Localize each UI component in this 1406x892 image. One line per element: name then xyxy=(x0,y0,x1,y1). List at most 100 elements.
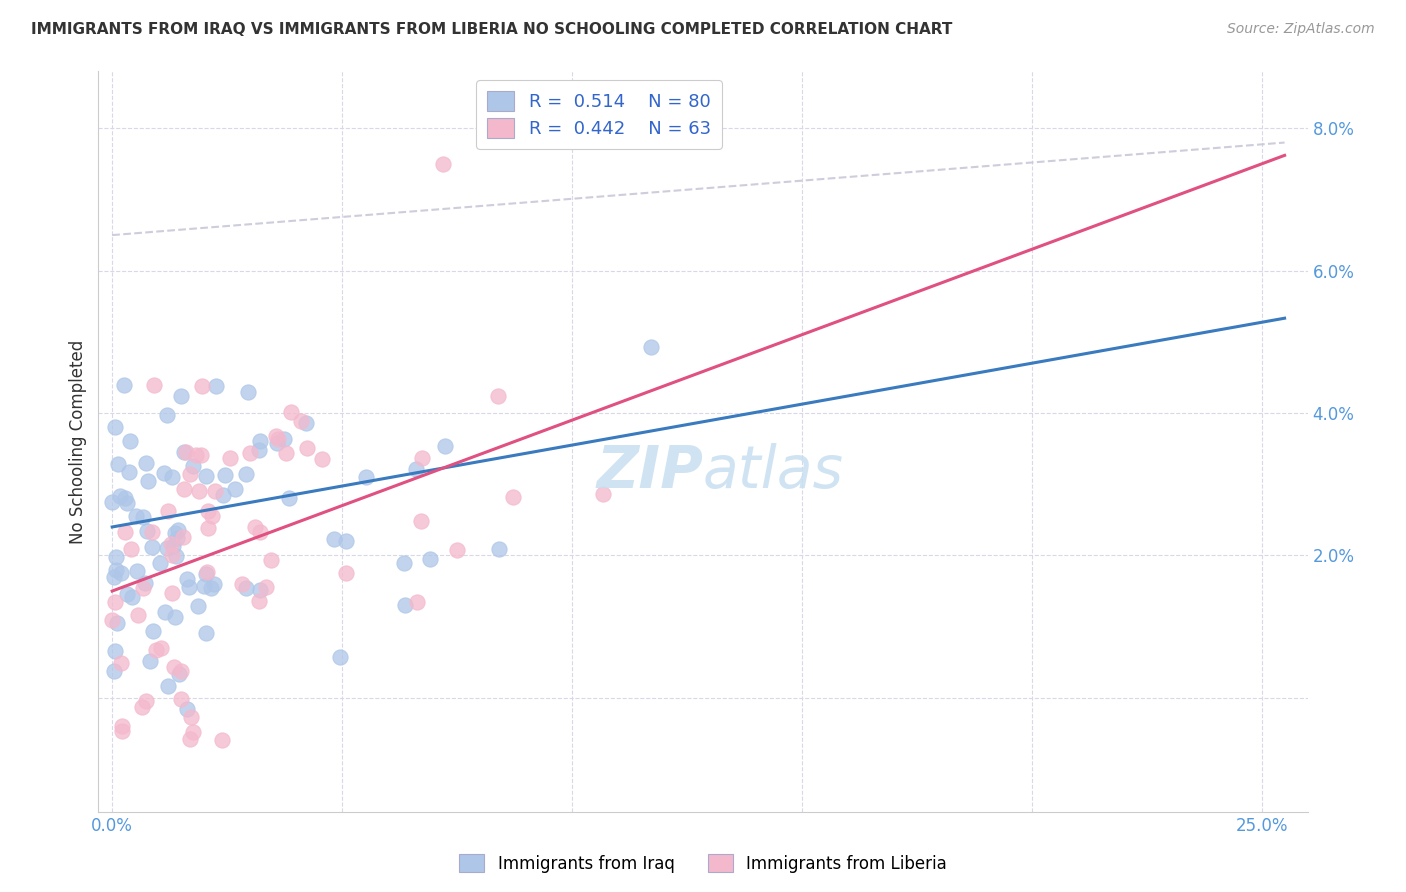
Point xyxy=(134,576,156,591)
Point xyxy=(219,451,242,466)
Point xyxy=(329,650,352,665)
Point xyxy=(104,550,127,565)
Point xyxy=(260,552,283,566)
Point xyxy=(197,565,219,579)
Point xyxy=(280,405,302,419)
Point xyxy=(200,581,222,595)
Point xyxy=(115,496,138,510)
Point xyxy=(204,484,226,499)
Point xyxy=(247,442,270,457)
Point xyxy=(142,377,165,392)
Point xyxy=(142,624,165,638)
Point xyxy=(173,445,195,459)
Point xyxy=(392,556,415,570)
Point xyxy=(311,452,333,467)
Point xyxy=(295,442,318,456)
Point xyxy=(173,483,195,497)
Point xyxy=(394,598,416,612)
Point xyxy=(179,731,201,746)
Point xyxy=(295,416,318,430)
Y-axis label: No Schooling Completed: No Schooling Completed xyxy=(69,340,87,543)
Point xyxy=(486,389,509,403)
Point xyxy=(118,465,141,479)
Point xyxy=(194,566,217,581)
Point xyxy=(433,439,456,453)
Point xyxy=(249,582,271,597)
Point xyxy=(163,525,186,540)
Point xyxy=(104,563,127,577)
Point xyxy=(153,467,176,481)
Point xyxy=(176,701,198,715)
Point xyxy=(132,581,155,595)
Point xyxy=(183,458,205,473)
Point xyxy=(273,432,295,446)
Point xyxy=(114,491,136,505)
Point xyxy=(165,610,187,624)
Point xyxy=(101,613,124,627)
Point xyxy=(103,664,125,678)
Point xyxy=(197,521,219,535)
Point xyxy=(121,590,143,604)
Point xyxy=(249,525,271,540)
Point xyxy=(214,467,236,482)
Point xyxy=(160,470,183,484)
Point xyxy=(135,694,157,708)
Point xyxy=(640,340,662,354)
Point xyxy=(170,692,193,706)
Point xyxy=(405,462,427,476)
Text: atlas: atlas xyxy=(703,442,844,500)
Point xyxy=(111,719,134,733)
Point xyxy=(183,725,205,739)
Point xyxy=(188,484,211,499)
Point xyxy=(179,467,201,481)
Text: IMMIGRANTS FROM IRAQ VS IMMIGRANTS FROM LIBERIA NO SCHOOLING COMPLETED CORRELATI: IMMIGRANTS FROM IRAQ VS IMMIGRANTS FROM … xyxy=(31,22,952,37)
Point xyxy=(290,414,312,428)
Point xyxy=(224,483,246,497)
Point xyxy=(406,595,429,609)
Point xyxy=(156,541,179,555)
Point xyxy=(156,408,179,422)
Point xyxy=(172,530,194,544)
Point xyxy=(101,495,124,509)
Point xyxy=(249,434,271,448)
Point xyxy=(148,556,170,570)
Point xyxy=(205,378,228,392)
Point xyxy=(136,474,159,488)
Point xyxy=(110,566,132,580)
Point xyxy=(111,724,134,739)
Point xyxy=(160,537,183,551)
Point xyxy=(132,510,155,524)
Point xyxy=(176,445,198,459)
Point xyxy=(335,534,357,549)
Point xyxy=(110,656,132,670)
Legend: Immigrants from Iraq, Immigrants from Liberia: Immigrants from Iraq, Immigrants from Li… xyxy=(453,847,953,880)
Point xyxy=(165,549,187,564)
Point xyxy=(104,644,127,658)
Point xyxy=(488,542,510,557)
Point xyxy=(176,572,198,586)
Point xyxy=(169,667,191,681)
Point xyxy=(118,434,141,448)
Point xyxy=(502,490,524,504)
Point xyxy=(190,378,212,392)
Point xyxy=(419,552,441,566)
Point xyxy=(195,626,218,640)
Point xyxy=(201,508,224,523)
Point xyxy=(157,679,180,693)
Point xyxy=(180,710,202,724)
Point xyxy=(409,514,432,528)
Point xyxy=(190,448,212,462)
Point xyxy=(170,388,193,402)
Point xyxy=(125,509,148,524)
Point xyxy=(187,599,209,613)
Point xyxy=(335,566,357,581)
Point xyxy=(170,664,193,678)
Point xyxy=(160,549,183,563)
Point xyxy=(141,540,163,554)
Point xyxy=(127,564,149,578)
Point xyxy=(239,446,262,460)
Point xyxy=(197,504,219,518)
Point xyxy=(167,524,190,538)
Point xyxy=(266,436,288,450)
Point xyxy=(105,616,128,631)
